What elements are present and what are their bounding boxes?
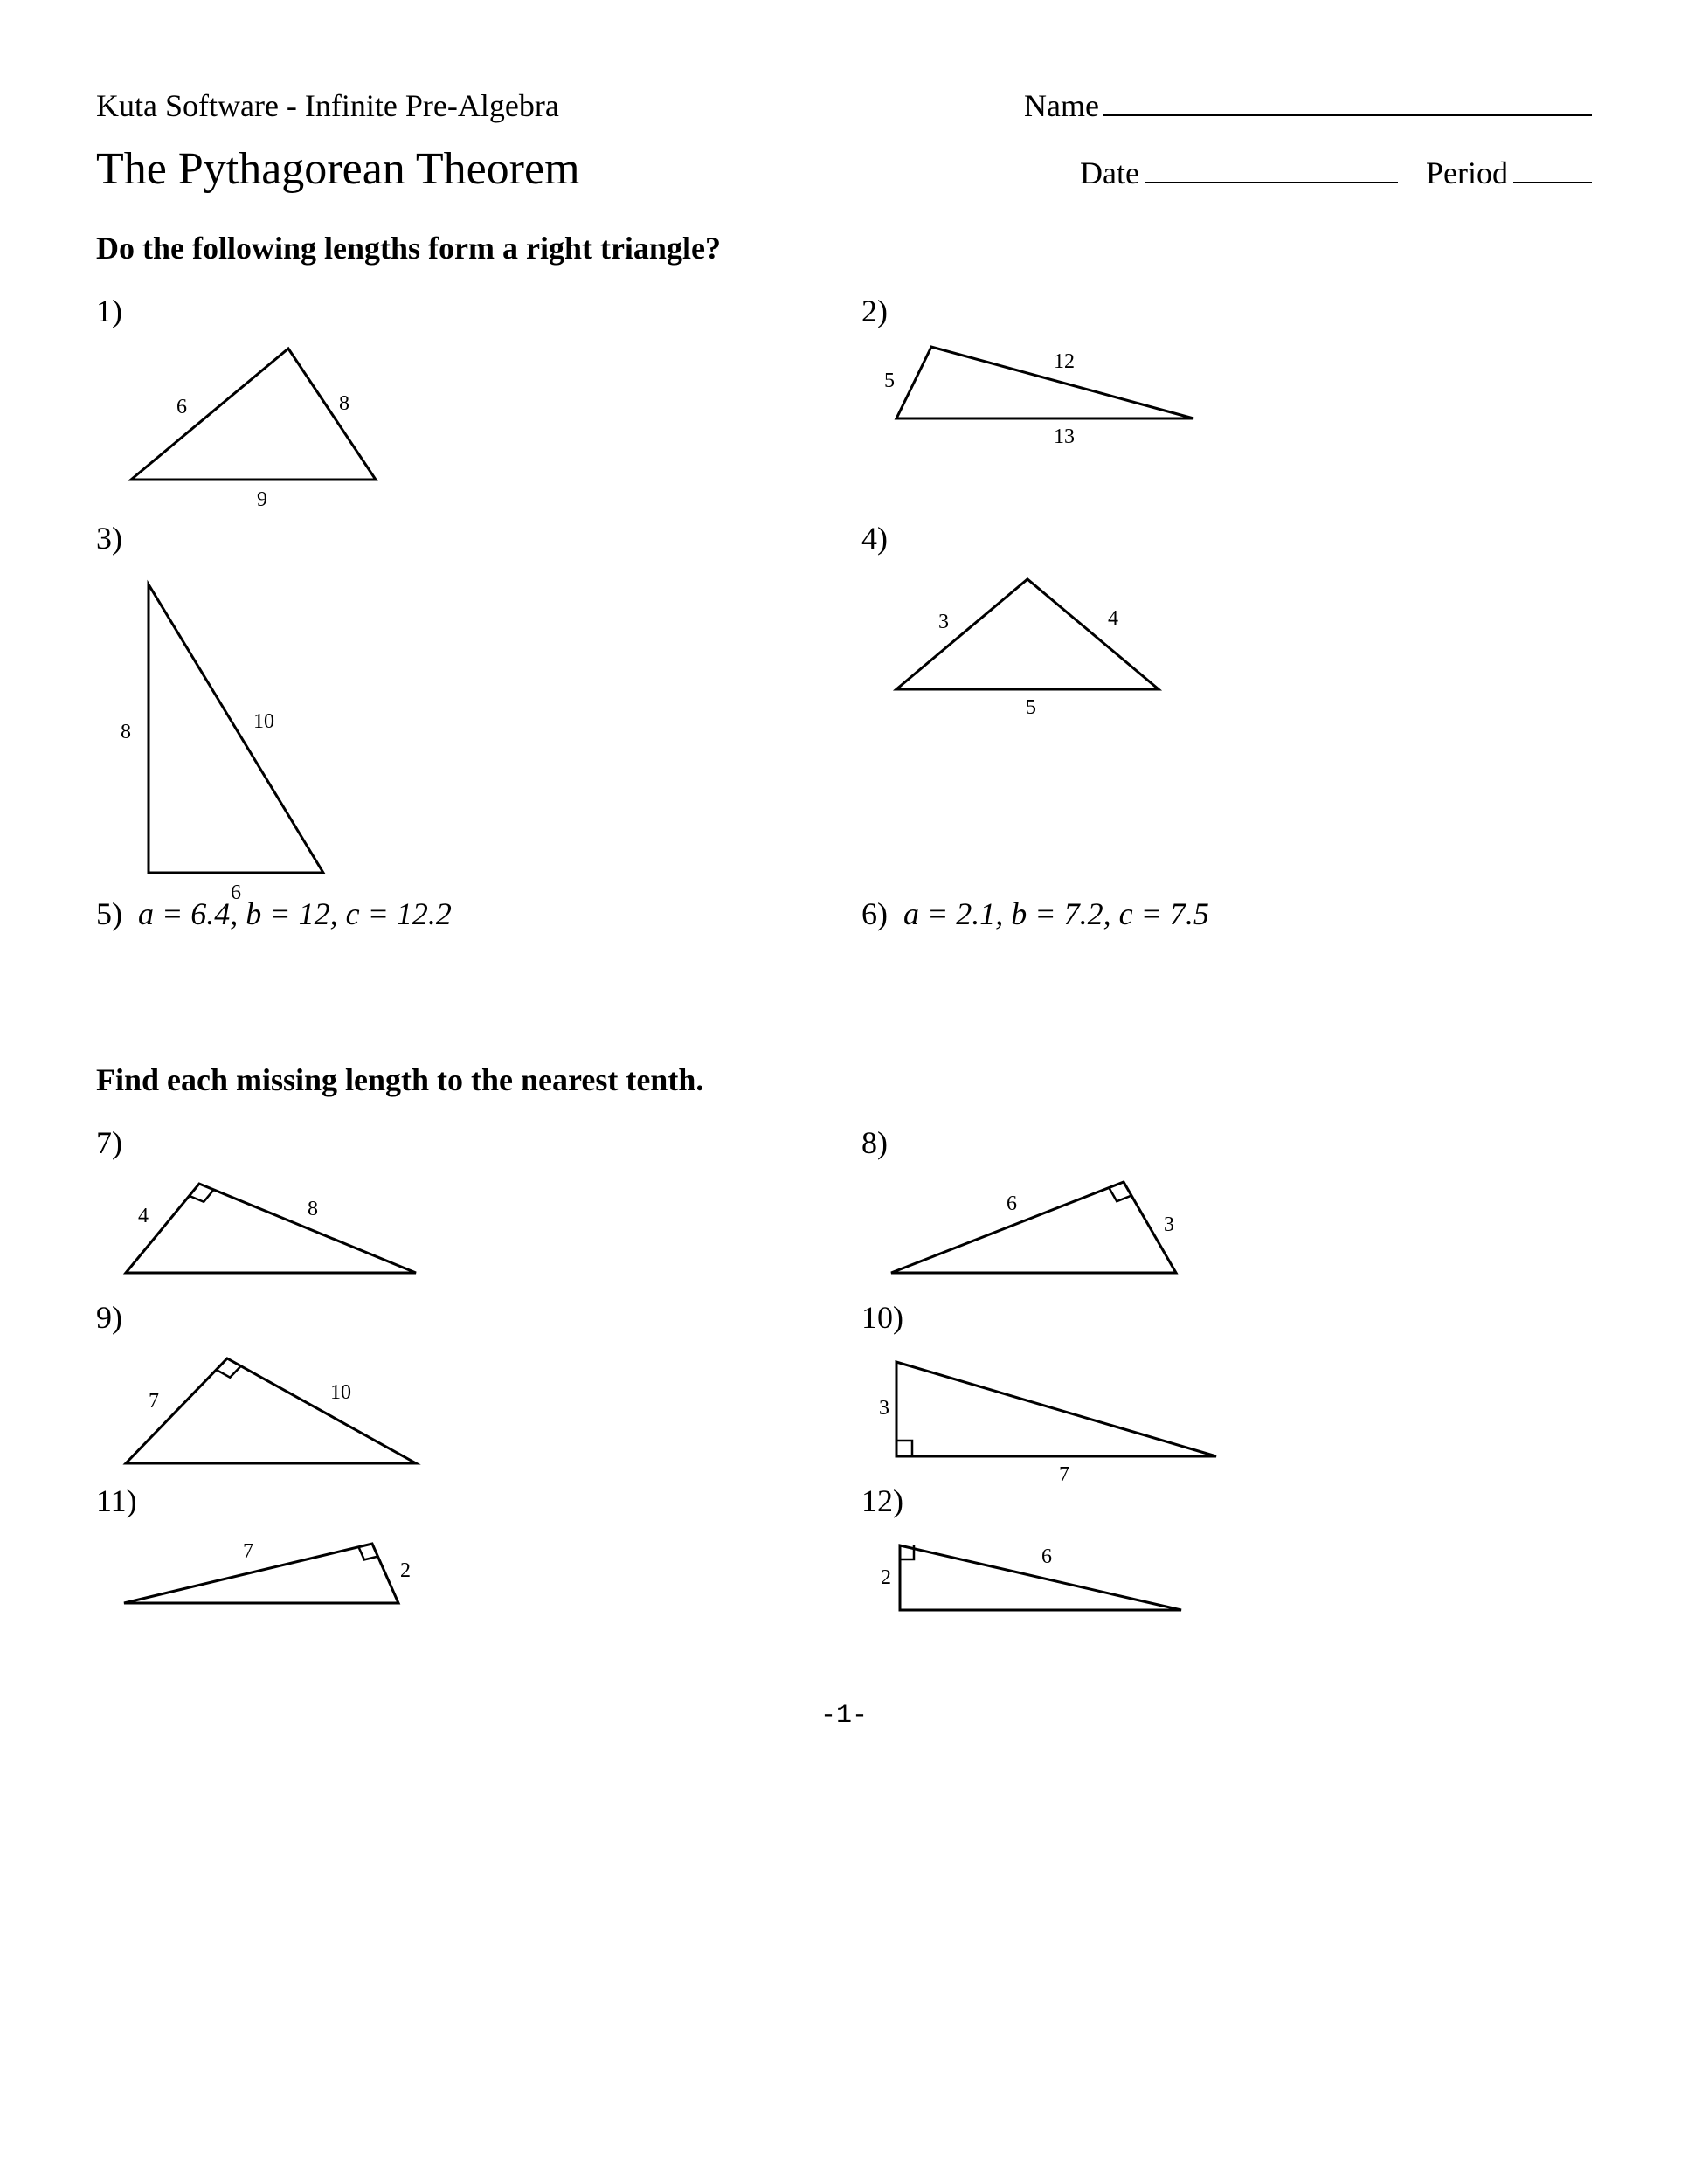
problem-number: 10) [861, 1299, 1592, 1336]
svg-text:10: 10 [330, 1381, 351, 1404]
worksheet-header: Kuta Software - Infinite Pre-Algebra Nam… [96, 87, 1592, 124]
svg-text:4: 4 [1108, 607, 1118, 630]
problem-number: 7) [96, 1124, 827, 1161]
problem-number: 2) [861, 293, 1592, 329]
page-footer: -1- [96, 1701, 1592, 1731]
date-period-block: Date Period [1080, 155, 1592, 191]
svg-text:8: 8 [121, 721, 131, 743]
svg-text:3: 3 [938, 611, 949, 633]
svg-text:6: 6 [176, 396, 187, 418]
problem: 9) 7 10 [96, 1299, 827, 1482]
problem-number: 9) [96, 1299, 827, 1336]
period-blank [1513, 156, 1592, 183]
svg-text:6: 6 [1007, 1192, 1017, 1215]
problem-number: 5) [96, 896, 122, 931]
svg-text:5: 5 [884, 370, 895, 392]
svg-text:4: 4 [138, 1205, 149, 1227]
svg-text:12: 12 [1054, 350, 1075, 373]
name-field-block: Name [1024, 87, 1592, 124]
period-label: Period [1426, 155, 1508, 191]
svg-text:9: 9 [257, 488, 267, 511]
svg-text:2: 2 [400, 1559, 411, 1582]
problem-number: 1) [96, 293, 827, 329]
problem: 1) 6 8 9 [96, 293, 827, 520]
problem: 7) 48 [96, 1124, 827, 1299]
svg-text:3: 3 [879, 1397, 889, 1420]
problem: 12) 26 [861, 1482, 1592, 1631]
svg-text:13: 13 [1054, 425, 1075, 448]
svg-text:8: 8 [308, 1198, 318, 1220]
triangle-figure: 8106 [114, 567, 827, 899]
triangle-figure: 63 [879, 1171, 1592, 1285]
section1-problems: 1) 6892) 512133) 81064) 3455) a = 6.4, b… [96, 293, 1592, 965]
svg-text:7: 7 [243, 1540, 253, 1563]
svg-text:5: 5 [1026, 696, 1036, 719]
svg-text:10: 10 [253, 710, 274, 733]
triangle-figure: 345 [879, 567, 1592, 707]
software-line: Kuta Software - Infinite Pre-Algebra [96, 87, 559, 124]
svg-text:3: 3 [1164, 1213, 1174, 1236]
name-blank [1103, 88, 1592, 116]
svg-text:6: 6 [1041, 1545, 1052, 1568]
problem: 5) a = 6.4, b = 12, c = 12.2 [96, 895, 827, 965]
problem-number: 12) [861, 1482, 1592, 1519]
problem: 10) 37 [861, 1299, 1592, 1482]
date-label: Date [1080, 155, 1139, 191]
problem-number: 4) [861, 520, 1592, 556]
problem: 11) 72 [96, 1482, 827, 1631]
title-row: The Pythagorean Theorem Date Period [96, 143, 1592, 195]
triangle-figure: 72 [114, 1530, 827, 1617]
problem-number: 11) [96, 1482, 827, 1519]
problem: 4) 3 4 5 [861, 520, 1592, 895]
triangle-figure: 37 [879, 1346, 1592, 1477]
svg-text:2: 2 [881, 1566, 891, 1589]
problem: 8) 63 [861, 1124, 1592, 1299]
problem-number: 8) [861, 1124, 1592, 1161]
triangle-figure: 7 10 [114, 1346, 827, 1477]
section2-instruction: Find each missing length to the nearest … [96, 1061, 1592, 1098]
section2-problems: 7) 488) 639) 71010) 3711) 7212) 26 [96, 1124, 1592, 1631]
worksheet-title: The Pythagorean Theorem [96, 143, 580, 195]
date-blank [1145, 156, 1398, 183]
svg-text:7: 7 [149, 1390, 159, 1413]
problem: 2) 5 12 13 [861, 293, 1592, 520]
triangle-figure: 5 12 13 [879, 340, 1592, 445]
triangle-figure: 48 [114, 1171, 827, 1285]
problem-number: 3) [96, 520, 827, 556]
triangle-figure: 26 [879, 1530, 1592, 1626]
svg-text:8: 8 [339, 392, 349, 415]
problem: 3) 8106 [96, 520, 827, 895]
name-label: Name [1024, 87, 1099, 124]
section1-instruction: Do the following lengths form a right tr… [96, 230, 1592, 266]
problem: 6) a = 2.1, b = 7.2, c = 7.5 [861, 895, 1592, 965]
problem-number: 6) [861, 896, 888, 931]
triangle-figure: 689 [114, 340, 827, 497]
